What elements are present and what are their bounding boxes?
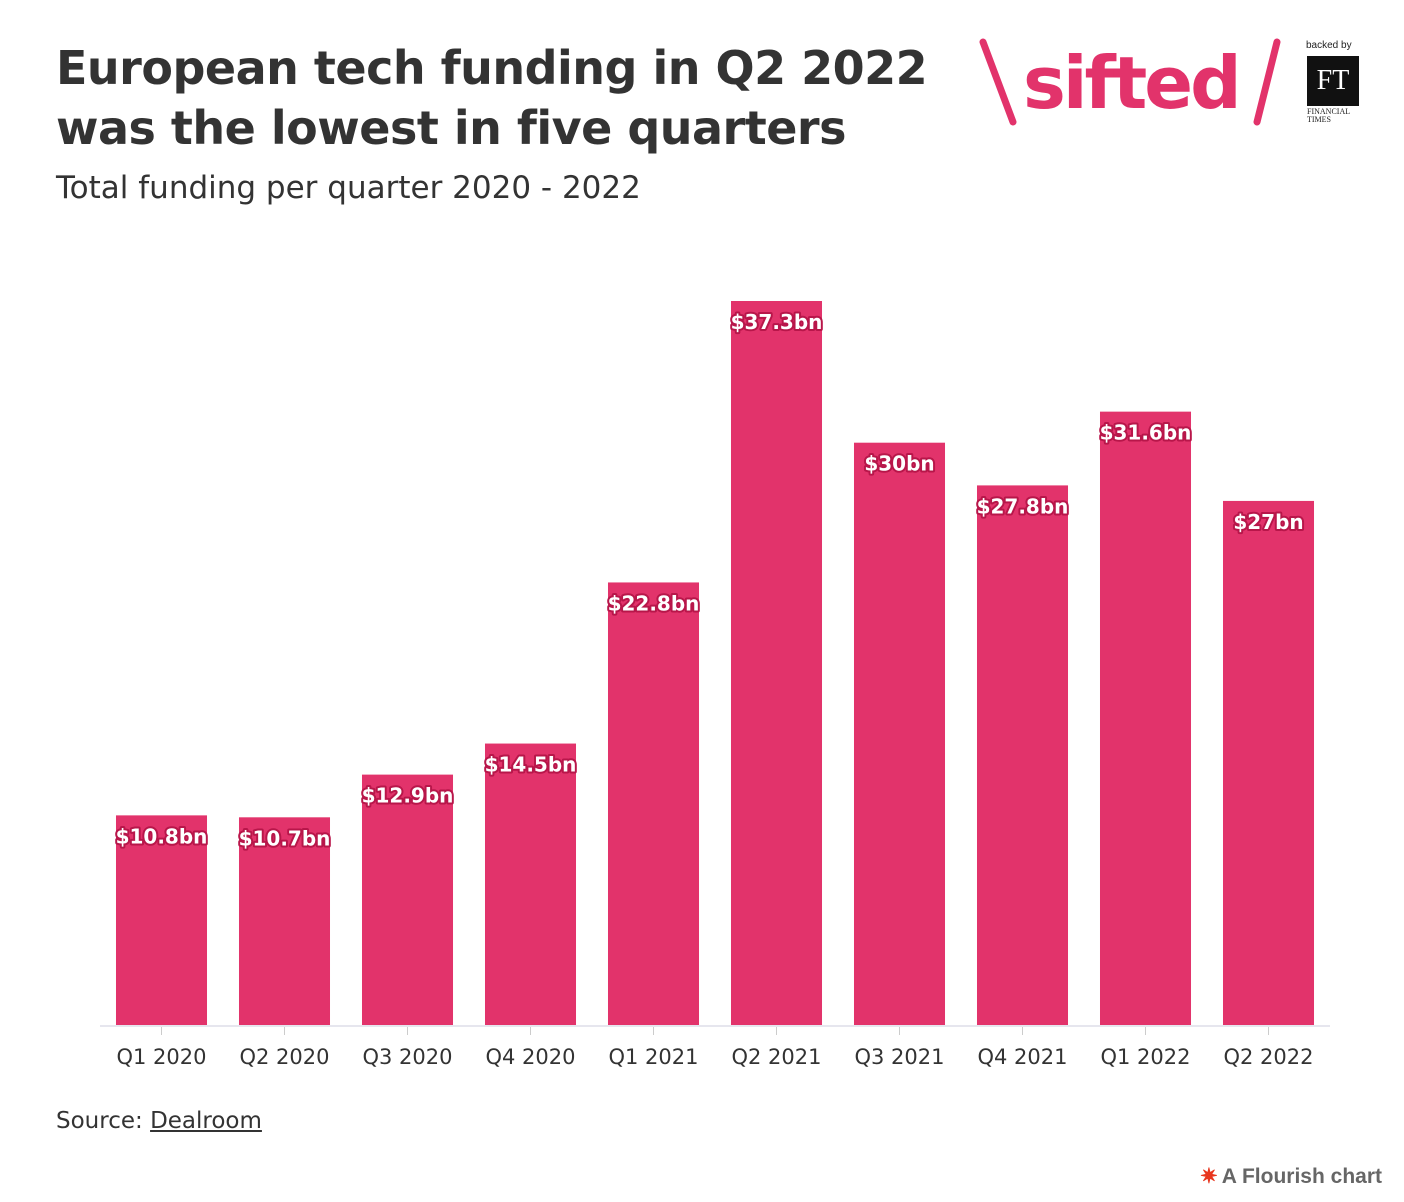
bar-value-label: $31.6bn [1100,421,1192,445]
logo-backslash [979,38,1017,126]
bar-q4-2020[interactable] [484,743,577,1025]
source-note: Source: Dealroom [56,1108,262,1134]
bar-q1-2022[interactable] [1099,411,1192,1025]
x-tick-label: Q3 2021 [854,1045,944,1069]
bar-value-label: $10.7bn [239,826,331,850]
bar-q4-2021[interactable] [976,485,1069,1025]
backed-by-label: backed by [1306,40,1352,51]
ft-caption-line2: TIMES [1307,115,1331,124]
bar-value-label: $27bn [1233,510,1303,534]
bar-value-label: $27.8bn [977,494,1069,518]
x-tick-label: Q2 2021 [731,1045,821,1069]
x-tick-label: Q1 2021 [608,1045,698,1069]
bar-q2-2021[interactable] [730,301,823,1025]
x-tick-label: Q4 2020 [485,1045,575,1069]
flourish-credit-label: A Flourish chart [1221,1165,1382,1188]
bar-value-label: $14.5bn [485,753,577,777]
bar-q3-2020[interactable] [361,774,454,1025]
bar-value-label: $12.9bn [362,784,454,808]
logo-slash [1253,38,1281,126]
sifted-logo[interactable]: sifted [975,30,1375,140]
x-tick-label: Q1 2020 [116,1045,206,1069]
bar-chart: $10.8bn Q1 2020 $10.7bn Q2 2020 $12.9bn Q3 20… [100,301,1330,1069]
flourish-star-icon: ✷ [1200,1165,1218,1188]
bar-q2-2020[interactable] [238,817,331,1025]
bar-q1-2021[interactable] [607,582,700,1025]
bar-value-label: $22.8bn [608,591,700,615]
ft-logo-caption: FINANCIAL TIMES [1307,108,1350,124]
bar-q2-2022[interactable] [1222,500,1315,1025]
x-tick-label: Q2 2020 [239,1045,329,1069]
bar-q1-2020[interactable] [115,815,208,1025]
logo-wordmark: sifted [1023,41,1239,125]
x-tick-label: Q2 2022 [1223,1045,1313,1069]
source-link[interactable]: Dealroom [150,1108,262,1134]
bar-value-label: $10.8bn [116,824,208,848]
chart-title: European tech funding in Q2 2022 was the… [56,41,928,155]
ft-caption-line1: FINANCIAL [1307,107,1351,116]
x-tick-label: Q3 2020 [362,1045,452,1069]
bar-q3-2021[interactable] [853,442,946,1026]
source-label: Source: [56,1108,143,1134]
chart-subtitle: Total funding per quarter 2020 - 2022 [56,170,641,206]
flourish-credit[interactable]: ✷ A Flourish chart [1200,1164,1382,1189]
bar-value-label: $30bn [864,452,934,476]
bar-value-label: $37.3bn [731,310,823,334]
x-tick-label: Q4 2021 [977,1045,1067,1069]
ft-logo[interactable]: FT [1307,56,1359,106]
x-tick-label: Q1 2022 [1100,1045,1190,1069]
